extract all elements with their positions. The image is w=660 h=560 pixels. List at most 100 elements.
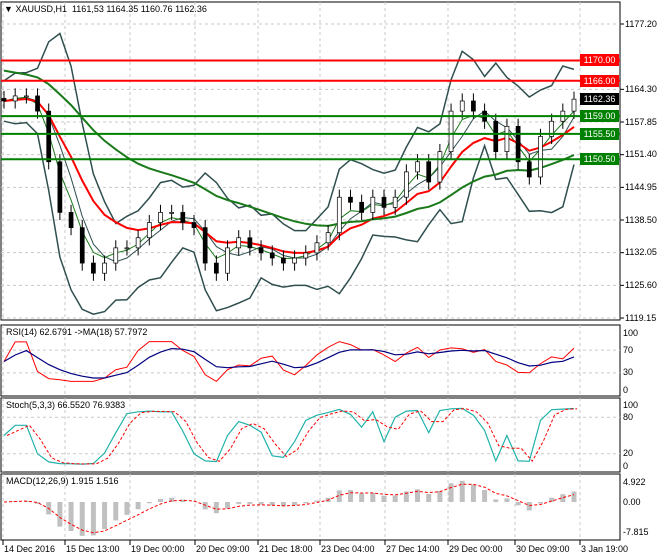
candle-body — [258, 247, 264, 254]
level-tag: 1155.50 — [580, 127, 619, 140]
rsi-axis-label: 100 — [623, 327, 639, 338]
price-label: 1119.15 — [625, 312, 657, 323]
candle-body — [303, 252, 309, 259]
level-tag: 1159.00 — [580, 110, 619, 123]
macd-signal-line — [3, 483, 575, 534]
time-label: 21 Dec 18:00 — [259, 544, 313, 554]
candle-body — [135, 237, 141, 249]
ohlc-values: 1161,53 1164.35 1160.76 1162.36 — [71, 4, 207, 14]
price-label: 1177.20 — [625, 18, 657, 29]
candle-body — [191, 222, 197, 228]
candle-body — [46, 110, 52, 163]
bollinger-upper — [3, 32, 575, 232]
pane-0 — [0, 1, 621, 321]
time-label: 20 Dec 09:00 — [196, 544, 250, 554]
candle-body — [504, 125, 510, 152]
time-label: 3 Jan 19:00 — [581, 544, 629, 554]
stoch-main-line — [3, 407, 575, 465]
current-price-tag: 1162.36 — [580, 93, 619, 106]
stoch-axis-label: 20 — [623, 448, 634, 459]
candle-body — [102, 262, 107, 274]
candle-body — [336, 196, 342, 234]
rsi-line — [3, 341, 575, 383]
dropdown-triangle-icon[interactable]: ▼ — [4, 4, 13, 14]
candle-body — [225, 247, 230, 274]
candle-body — [57, 161, 63, 213]
ma-red — [3, 97, 575, 254]
candle-body — [549, 120, 554, 137]
candle-body — [180, 212, 186, 223]
price-label: 1144.95 — [625, 181, 657, 192]
symbol-header: ▼ XAUUSD,H1 1161,53 1164.35 1160.76 1162… — [4, 4, 207, 15]
price-label: 1164.30 — [625, 83, 657, 94]
candle-body — [281, 257, 286, 264]
candle-body — [571, 98, 577, 112]
rsi-axis-label: 70 — [623, 344, 634, 355]
candle-body — [1, 98, 7, 102]
candle-body — [214, 262, 219, 274]
candle-body — [370, 196, 376, 213]
candle-body — [404, 171, 409, 198]
stoch-signal-line — [6, 408, 578, 465]
candle-body — [526, 161, 532, 178]
candle-body — [79, 227, 85, 264]
candle-body — [448, 110, 454, 152]
rsi-axis-label: 30 — [623, 367, 634, 378]
candle-body — [392, 196, 398, 208]
candle-body — [348, 196, 353, 203]
pane-2 — [0, 397, 621, 473]
bollinger-middle — [3, 97, 575, 263]
time-label: 19 Dec 00:00 — [131, 544, 185, 554]
ma-green — [3, 69, 575, 227]
candle-body — [437, 151, 443, 183]
time-label: 15 Dec 13:00 — [66, 544, 120, 554]
candle-body — [314, 242, 320, 254]
macd-axis-label: -7.815 — [623, 526, 649, 537]
symbol-label: XAUUSD,H1 — [15, 4, 67, 14]
stoch-label: Stoch(5,3,3) 66.5520 76.9383 — [6, 400, 126, 410]
price-label: 1138.50 — [625, 214, 657, 225]
rsi-axis-label: 0 — [623, 384, 629, 395]
candle-body — [91, 262, 96, 274]
candle-body — [35, 95, 40, 112]
candle-body — [12, 95, 18, 102]
candle-body — [68, 212, 74, 228]
time-label: 27 Dec 14:00 — [386, 544, 440, 554]
stoch-axis-label: 80 — [623, 411, 634, 422]
level-tag: 1170.00 — [580, 54, 619, 67]
stoch-axis-label: 100 — [623, 399, 639, 410]
candle-body — [113, 247, 119, 264]
time-label: 30 Dec 09:00 — [516, 544, 570, 554]
candle-body — [471, 100, 476, 112]
pane-1 — [0, 324, 621, 397]
level-tag: 1150.50 — [580, 153, 619, 166]
time-label: 14 Dec 2016 — [4, 544, 56, 554]
candle-body — [493, 120, 499, 152]
candle-body — [359, 201, 364, 213]
level-tag: 1166.00 — [580, 74, 619, 87]
candle-body — [292, 257, 297, 264]
candle-body — [325, 232, 331, 244]
candle-body — [158, 212, 163, 223]
candle-body — [247, 237, 253, 249]
candle-body — [459, 100, 465, 112]
candle-body — [269, 252, 275, 259]
candle-body — [236, 237, 242, 249]
candle-body — [124, 247, 130, 250]
macd-axis-label: 4.922 — [623, 477, 646, 488]
candle-body — [202, 227, 208, 264]
candle-body — [426, 161, 432, 183]
time-label: 29 Dec 00:00 — [449, 544, 503, 554]
candle-body — [169, 212, 174, 214]
rsi-label: RSI(14) 62.6791 ->MA(18) 57.7972 — [6, 327, 148, 337]
bollinger-lower — [3, 120, 575, 315]
candle-body — [415, 161, 420, 173]
pane-3 — [0, 473, 621, 541]
candle-body — [24, 95, 29, 98]
macd-axis-label: 0.00 — [623, 496, 641, 507]
stoch-axis-label: 0 — [623, 460, 629, 471]
price-label: 1125.60 — [625, 279, 657, 290]
price-label: 1157.85 — [625, 116, 657, 127]
price-label: 1151.40 — [625, 149, 657, 160]
